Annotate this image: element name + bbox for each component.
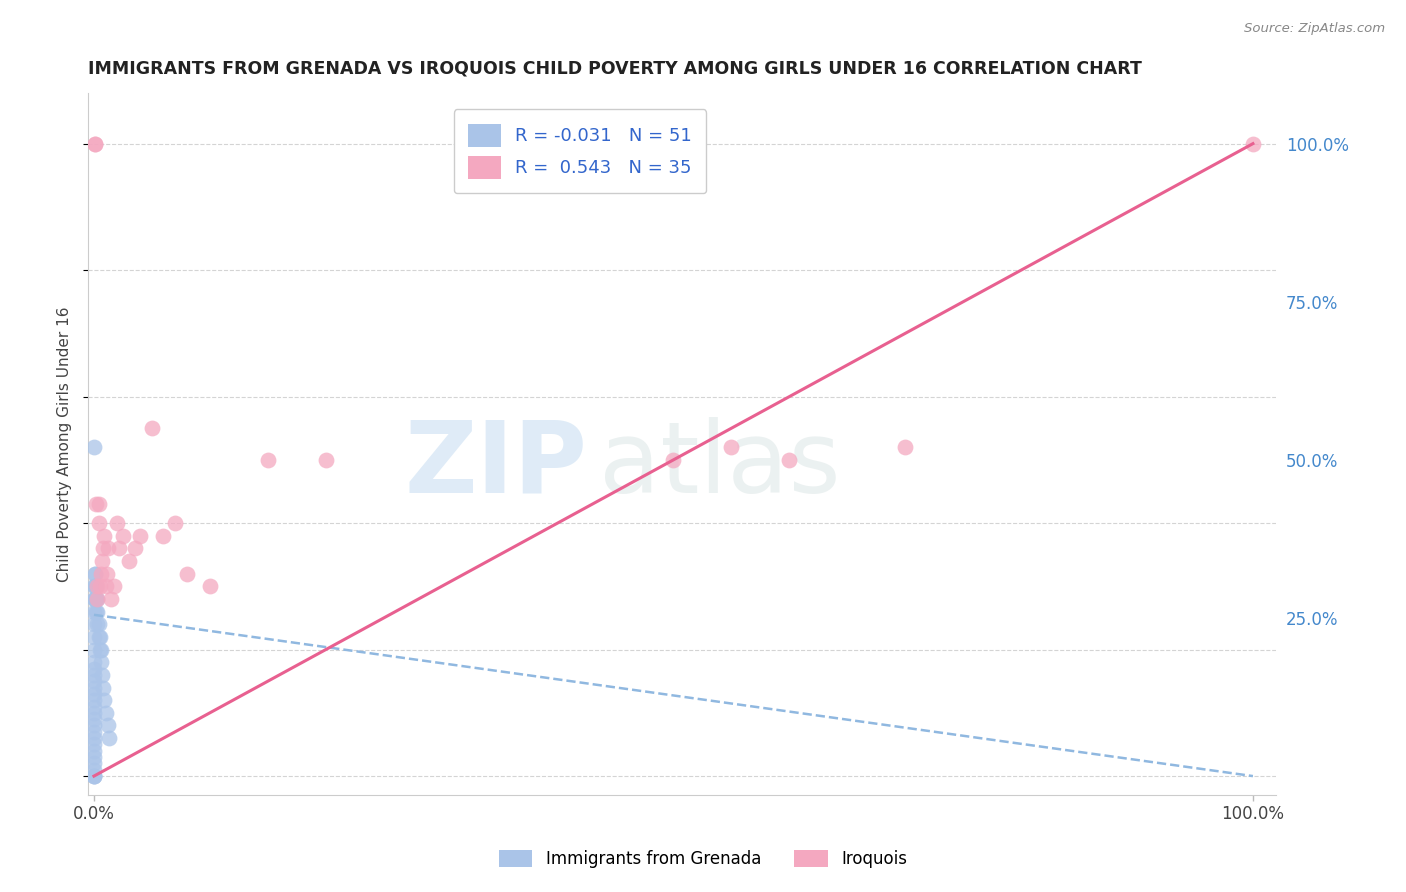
Point (176, 566, 198, 581)
Point (1241, 136, 1264, 151)
Point (96, 566, 118, 581)
Point (98, 731, 121, 746)
Point (97, 541, 120, 556)
Point (83, 592, 105, 607)
Point (83, 687, 105, 701)
Text: atlas: atlas (599, 417, 841, 514)
Point (84, 592, 107, 607)
Point (87, 630, 110, 644)
Point (84, 136, 107, 151)
Point (83, 674, 105, 689)
Point (100, 592, 122, 607)
Point (83, 738, 105, 752)
Text: IMMIGRANTS FROM GRENADA VS IROQUOIS CHILD POVERTY AMONG GIRLS UNDER 16 CORRELATI: IMMIGRANTS FROM GRENADA VS IROQUOIS CHIL… (89, 60, 1142, 78)
Point (83, 750, 105, 764)
Point (89, 630, 111, 644)
Point (89, 642, 111, 657)
Point (87, 516, 110, 530)
Point (165, 516, 187, 530)
Point (84, 566, 107, 581)
Point (83, 668, 105, 682)
Text: ZIP: ZIP (404, 417, 588, 514)
Legend: Immigrants from Grenada, Iroquois: Immigrants from Grenada, Iroquois (492, 843, 914, 875)
Point (83, 617, 105, 632)
Point (89, 579, 111, 593)
Point (141, 421, 163, 435)
Point (84, 592, 107, 607)
Point (198, 579, 221, 593)
Point (83, 706, 105, 720)
Point (83, 630, 105, 644)
Point (86, 579, 108, 593)
Point (152, 529, 174, 543)
Point (91, 668, 114, 682)
Point (118, 554, 141, 568)
Point (83, 763, 105, 777)
Point (86, 617, 108, 632)
Legend: R = -0.031   N = 51, R =  0.543   N = 35: R = -0.031 N = 51, R = 0.543 N = 35 (454, 109, 706, 194)
Point (83, 655, 105, 669)
Point (86, 592, 108, 607)
Point (83, 579, 105, 593)
Point (83, 642, 105, 657)
Point (256, 453, 278, 467)
Text: Source: ZipAtlas.com: Source: ZipAtlas.com (1244, 22, 1385, 36)
Point (108, 541, 131, 556)
Point (84, 566, 107, 581)
Point (83, 744, 105, 758)
Point (83, 681, 105, 695)
Point (720, 440, 742, 454)
Point (91, 681, 114, 695)
Point (94, 579, 117, 593)
Point (84, 497, 107, 511)
Point (315, 453, 337, 467)
Point (83, 769, 105, 783)
Point (84, 579, 107, 593)
Point (90, 642, 112, 657)
Point (90, 655, 112, 669)
Point (129, 529, 152, 543)
Point (90, 566, 112, 581)
Point (83, 731, 105, 746)
Point (84, 605, 107, 619)
Point (83, 769, 105, 783)
Y-axis label: Child Poverty Among Girls Under 16: Child Poverty Among Girls Under 16 (58, 306, 72, 582)
Point (83, 712, 105, 726)
Point (93, 693, 115, 707)
Point (91, 541, 114, 556)
Point (84, 592, 107, 607)
Point (86, 592, 108, 607)
Point (84, 579, 107, 593)
Point (105, 516, 128, 530)
Point (87, 617, 110, 632)
Point (83, 724, 105, 739)
Point (83, 662, 105, 676)
Point (83, 693, 105, 707)
Point (778, 453, 800, 467)
Point (894, 440, 917, 454)
Point (662, 453, 685, 467)
Point (103, 579, 125, 593)
Point (83, 718, 105, 732)
Point (93, 529, 115, 543)
Point (83, 769, 105, 783)
Point (94, 706, 117, 720)
Point (83, 699, 105, 714)
Point (111, 529, 134, 543)
Point (91, 554, 114, 568)
Point (83, 440, 105, 454)
Point (83, 605, 105, 619)
Point (84, 136, 107, 151)
Point (86, 605, 108, 619)
Point (83, 756, 105, 771)
Point (87, 497, 110, 511)
Point (124, 541, 146, 556)
Point (97, 718, 120, 732)
